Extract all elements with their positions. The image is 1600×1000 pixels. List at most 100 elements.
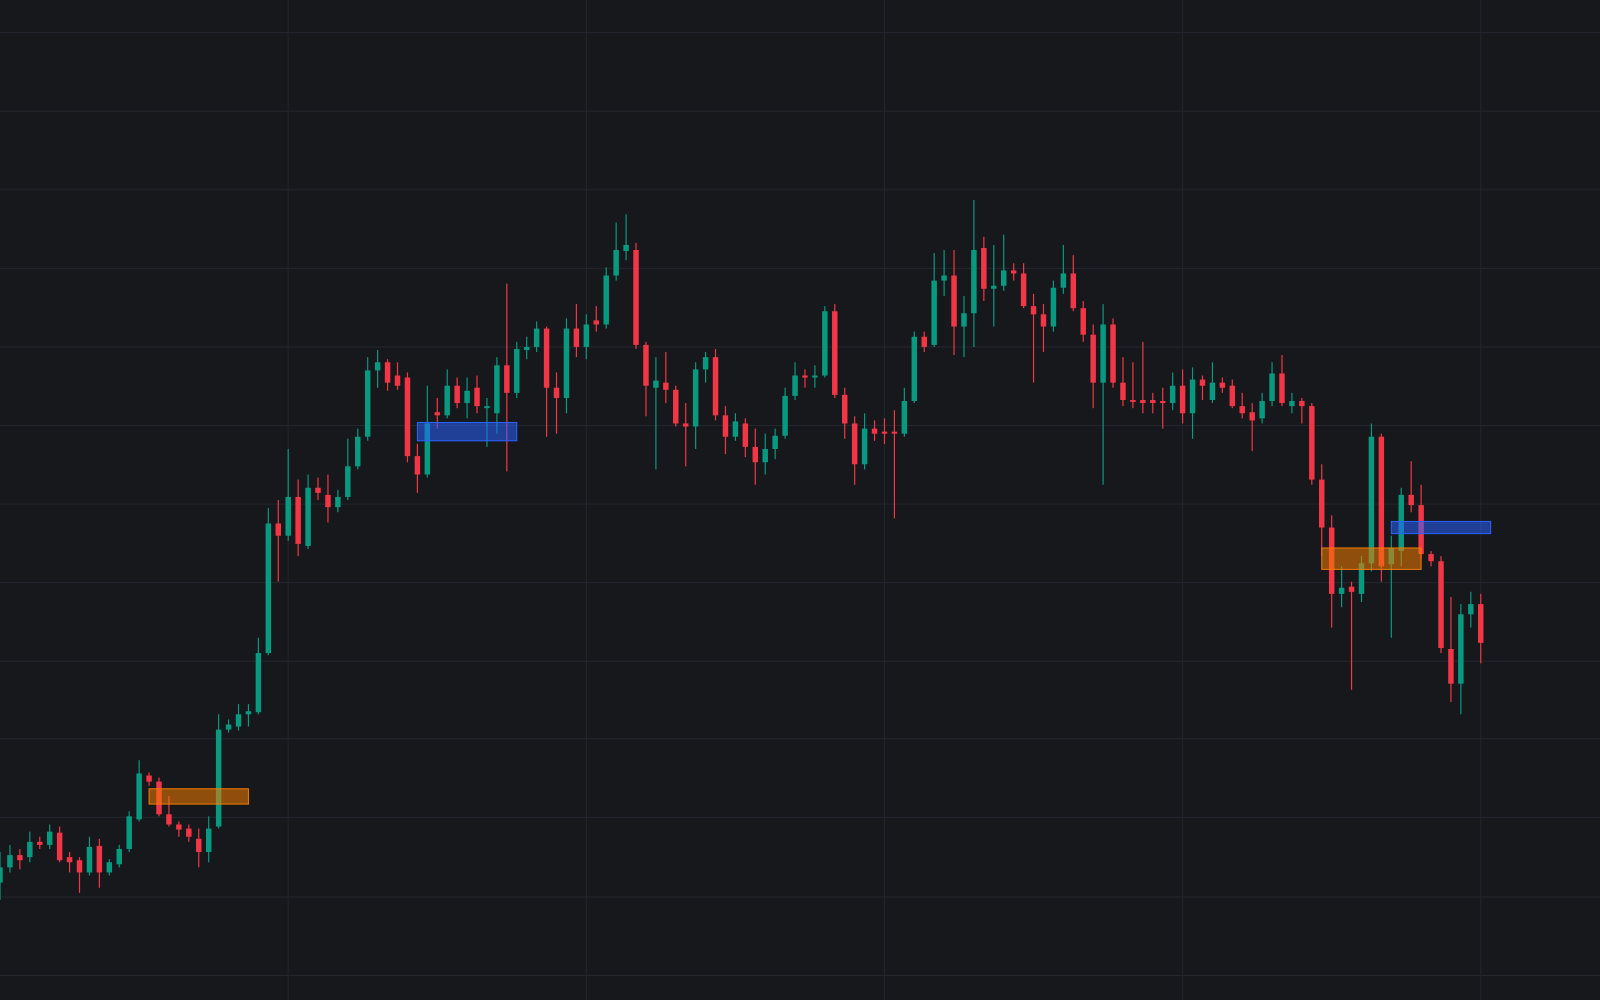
candle-body bbox=[911, 336, 918, 402]
candle-body bbox=[1408, 494, 1414, 506]
candle-body bbox=[861, 428, 868, 465]
candle-body bbox=[1130, 400, 1136, 403]
candle-body bbox=[186, 828, 192, 837]
candle-body bbox=[732, 421, 739, 437]
candle-body bbox=[1100, 324, 1106, 383]
candle-body bbox=[1448, 648, 1454, 684]
candle-body bbox=[1060, 273, 1067, 288]
candle-body bbox=[1020, 273, 1027, 307]
candle-body bbox=[37, 841, 43, 845]
candle-body bbox=[66, 857, 73, 863]
candle-body bbox=[514, 348, 520, 393]
candle-body bbox=[1319, 479, 1325, 528]
candle-body bbox=[424, 423, 431, 475]
candle-body bbox=[643, 344, 649, 386]
candle-body bbox=[762, 448, 768, 463]
candle-body bbox=[991, 285, 997, 289]
candle-body bbox=[563, 328, 570, 398]
candle-body bbox=[1299, 401, 1305, 407]
candle-body bbox=[901, 401, 908, 434]
candle-body bbox=[573, 328, 580, 347]
candle-body bbox=[971, 250, 977, 314]
candle-body bbox=[1120, 382, 1126, 400]
candle-body bbox=[1338, 587, 1345, 594]
candle-body bbox=[822, 311, 828, 376]
candle-body bbox=[1269, 373, 1275, 402]
candle-body bbox=[1189, 379, 1196, 414]
candle-body bbox=[116, 848, 122, 865]
candle-body bbox=[1279, 373, 1285, 404]
candle-body bbox=[1080, 308, 1086, 335]
candle-body bbox=[225, 724, 232, 730]
candle-body bbox=[583, 324, 590, 347]
candle-body bbox=[881, 431, 888, 434]
candle-body bbox=[1219, 382, 1226, 388]
candle-body bbox=[1438, 561, 1444, 648]
candle-body bbox=[464, 390, 470, 404]
candle-body bbox=[394, 375, 401, 386]
candle-body bbox=[1090, 334, 1096, 383]
candle-body bbox=[1000, 270, 1007, 286]
candle-body bbox=[712, 357, 719, 416]
candle-body bbox=[494, 365, 500, 414]
candle-body bbox=[871, 428, 878, 434]
candle-body bbox=[841, 394, 848, 424]
candle-body bbox=[931, 280, 937, 345]
candle-body bbox=[1150, 400, 1156, 404]
candle-body bbox=[832, 311, 838, 395]
candle-body bbox=[474, 387, 480, 407]
candle-body bbox=[414, 456, 421, 475]
candle-body bbox=[1110, 324, 1116, 383]
candle-body bbox=[215, 729, 222, 827]
candle-body bbox=[1378, 436, 1385, 567]
candle-body bbox=[1050, 287, 1057, 327]
candle-body bbox=[484, 406, 490, 409]
candle-body bbox=[255, 653, 262, 713]
candle-body bbox=[1229, 385, 1236, 407]
candle-body bbox=[1468, 604, 1474, 615]
candle-body bbox=[1209, 382, 1216, 400]
candle-body bbox=[663, 382, 669, 390]
candle-body bbox=[384, 362, 391, 383]
candle-body bbox=[46, 831, 53, 845]
candle-body bbox=[673, 389, 679, 424]
candle-body bbox=[682, 423, 689, 427]
candle-body bbox=[504, 365, 510, 393]
zone bbox=[1321, 547, 1422, 570]
candle-body bbox=[315, 487, 321, 493]
candle-body bbox=[355, 436, 361, 467]
candle-body bbox=[325, 494, 331, 508]
candle-body bbox=[136, 773, 142, 820]
zone bbox=[416, 421, 518, 442]
candle-body bbox=[1199, 379, 1206, 386]
candle-body bbox=[106, 862, 113, 873]
candle-body bbox=[404, 377, 411, 457]
candle-body bbox=[1458, 614, 1464, 684]
candle-body bbox=[603, 275, 609, 325]
candle-body bbox=[86, 846, 93, 873]
candle-body bbox=[742, 423, 749, 447]
candle-body bbox=[782, 395, 788, 436]
candle-body bbox=[265, 523, 272, 654]
candle-body bbox=[305, 487, 311, 546]
candle-body bbox=[523, 346, 530, 350]
candle-body bbox=[374, 362, 381, 371]
candle-body bbox=[1070, 273, 1077, 309]
candle-body bbox=[812, 375, 818, 378]
candle-body bbox=[245, 711, 252, 715]
candle-body bbox=[7, 855, 13, 868]
candle-body bbox=[27, 841, 33, 858]
candle-body bbox=[543, 328, 550, 388]
candle-body bbox=[792, 375, 798, 396]
candle-body bbox=[1140, 400, 1146, 404]
candle-body bbox=[1040, 314, 1047, 327]
candle-body bbox=[613, 250, 619, 276]
candle-body bbox=[623, 244, 629, 252]
candle-body bbox=[444, 385, 450, 416]
candle-body bbox=[533, 328, 540, 347]
candle-body bbox=[951, 275, 957, 327]
candle-body bbox=[1289, 401, 1295, 407]
candle-body bbox=[1010, 270, 1017, 274]
candle-body bbox=[921, 336, 927, 347]
